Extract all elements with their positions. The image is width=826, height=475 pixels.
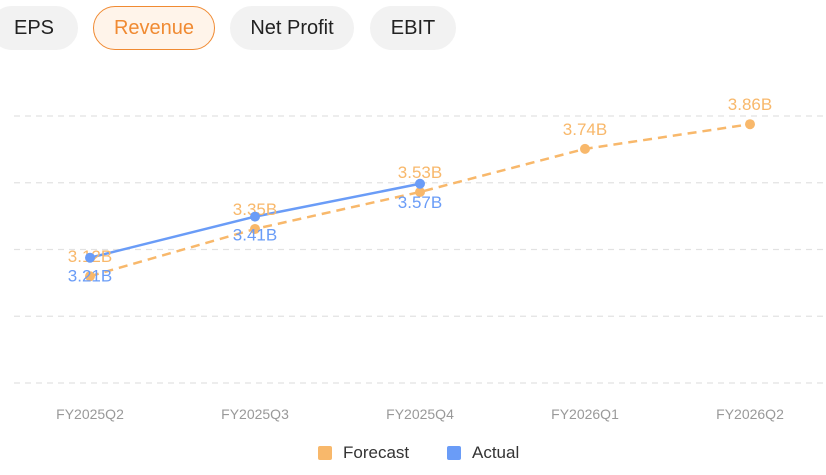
legend-item-actual[interactable]: Actual (447, 443, 519, 463)
chart-legend: Forecast Actual (0, 443, 826, 467)
actual-point (250, 211, 260, 222)
forecast-point (745, 119, 755, 130)
forecast-data-label: 3.35B (233, 200, 277, 219)
x-tick-label: FY2025Q4 (386, 406, 454, 422)
forecast-point (580, 143, 590, 154)
tab-eps[interactable]: EPS (0, 6, 78, 50)
actual-data-label: 3.21B (68, 267, 112, 286)
actual-data-label: 3.57B (398, 193, 442, 212)
forecast-data-label: 3.86B (728, 95, 772, 114)
legend-label-actual: Actual (472, 443, 520, 462)
actual-point (415, 178, 425, 189)
x-tick-label: FY2026Q1 (551, 406, 619, 422)
legend-item-forecast[interactable]: Forecast (318, 443, 409, 463)
x-tick-label: FY2025Q3 (221, 406, 289, 422)
forecast-point (85, 271, 95, 282)
actual-data-label: 3.41B (233, 226, 277, 245)
legend-swatch-forecast (318, 446, 332, 460)
revenue-line-chart: FY2025Q2 FY2025Q3 FY2025Q4 FY2026Q1 FY2026Q2… (14, 95, 826, 422)
forecast-data-label: 3.74B (563, 120, 607, 139)
tab-revenue[interactable]: Revenue (93, 6, 215, 50)
tab-ebit[interactable]: EBIT (370, 6, 456, 50)
legend-label-forecast: Forecast (343, 443, 410, 462)
x-tick-label: FY2025Q2 (56, 406, 124, 422)
legend-swatch-actual (447, 446, 461, 460)
forecast-point (415, 186, 425, 197)
forecast-data-label: 3.53B (398, 163, 442, 182)
tab-net-profit[interactable]: Net Profit (230, 6, 354, 50)
x-tick-label: FY2026Q2 (716, 406, 784, 422)
forecast-point (250, 223, 260, 234)
actual-point (85, 252, 95, 263)
